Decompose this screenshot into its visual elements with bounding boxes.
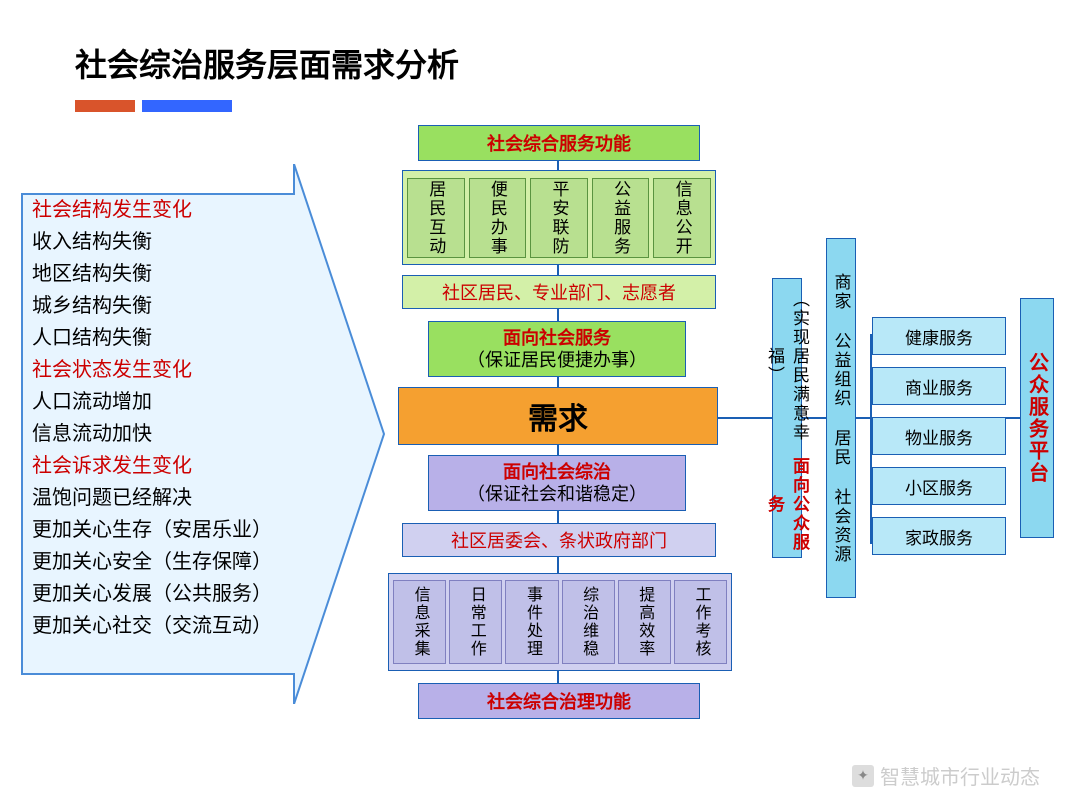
bottom-row-cell: 综治维稳 (562, 580, 615, 664)
pub-serv-l1: 面向公众服务 (762, 453, 812, 557)
bottom-row-cell: 提高效率 (618, 580, 671, 664)
bottom-row: 信息采集日常工作事件处理综治维稳提高效率工作考核 (388, 573, 732, 671)
platform-text: 公众服务平台 (1023, 352, 1052, 484)
accent-bar-blue (142, 100, 232, 112)
footer-text: 智慧城市行业动态 (880, 761, 1040, 790)
service-l2: （保证居民便捷办事） (467, 349, 647, 371)
govern-box: 面向社会综治 （保证社会和谐稳定） (428, 455, 686, 511)
top-row-cell: 信息公开 (653, 178, 711, 258)
center-text: 需求 (528, 394, 588, 438)
bottom-row-cell: 工作考核 (674, 580, 727, 664)
list-item: 人口流动增加 (32, 386, 350, 418)
service-box: 面向社会服务 （保证居民便捷办事） (428, 321, 686, 377)
bottom-row-cell: 信息采集 (393, 580, 446, 664)
actors-bottom-text: 社区居委会、条状政府部门 (451, 527, 667, 553)
list-item: 人口结构失衡 (32, 322, 350, 354)
top-row-cell: 便民办事 (469, 178, 527, 258)
bottom-title-text: 社会综合治理功能 (487, 688, 631, 714)
right-service-item: 小区服务 (872, 467, 1006, 505)
list-item: 温饱问题已经解决 (32, 482, 350, 514)
right-service-item: 家政服务 (872, 517, 1006, 555)
right-service-item: 健康服务 (872, 317, 1006, 355)
top-row-cell: 居民互动 (407, 178, 465, 258)
list-item: 更加关心生存（安居乐业） (32, 514, 350, 546)
list-item: 社会状态发生变化 (32, 354, 350, 386)
top-title-box: 社会综合服务功能 (418, 125, 700, 161)
list-item: 收入结构失衡 (32, 226, 350, 258)
govern-l2: （保证社会和谐稳定） (467, 483, 647, 505)
top-row: 居民互动便民办事平安联防公益服务信息公开 (402, 170, 716, 265)
top-row-cell: 平安联防 (530, 178, 588, 258)
govern-l1: 面向社会综治 (467, 461, 647, 483)
list-item: 社会诉求发生变化 (32, 450, 350, 482)
right-service-item: 物业服务 (872, 417, 1006, 455)
pub-serv-l2: （实现居民满意幸福） (762, 279, 812, 453)
list-item: 更加关心安全（生存保障） (32, 546, 350, 578)
watermark-footer: ✦ 智慧城市行业动态 (852, 761, 1040, 790)
actors-top-text: 社区居民、专业部门、志愿者 (442, 279, 676, 305)
right-service-item: 商业服务 (872, 367, 1006, 405)
right-service-list: 健康服务商业服务物业服务小区服务家政服务 (872, 317, 1006, 555)
list-item: 更加关心发展（公共服务） (32, 578, 350, 610)
page-title: 社会综治服务层面需求分析 (75, 40, 459, 86)
list-item: 社会结构发生变化 (32, 194, 350, 226)
bottom-row-cell: 日常工作 (449, 580, 502, 664)
list-item: 地区结构失衡 (32, 258, 350, 290)
wechat-icon: ✦ (852, 765, 874, 787)
resources-text: 商家 公益组织 居民 社会资源 (829, 273, 854, 564)
list-item: 城乡结构失衡 (32, 290, 350, 322)
public-service-vbox: （实现居民满意幸福） 面向公众服务 (772, 278, 802, 558)
center-box: 需求 (398, 387, 718, 445)
connector-right-4 (1004, 417, 1020, 419)
bottom-row-cell: 事件处理 (505, 580, 558, 664)
resources-vbox: 商家 公益组织 居民 社会资源 (826, 238, 856, 598)
top-title-text: 社会综合服务功能 (487, 130, 631, 156)
actors-bottom-box: 社区居委会、条状政府部门 (402, 523, 716, 557)
list-item: 信息流动加快 (32, 418, 350, 450)
bottom-title-box: 社会综合治理功能 (418, 683, 700, 719)
actors-top-box: 社区居民、专业部门、志愿者 (402, 275, 716, 309)
diagram-area: 社会综合服务功能 居民互动便民办事平安联防公益服务信息公开 社区居民、专业部门、… (384, 125, 1064, 785)
accent-bar-orange (75, 100, 135, 112)
top-row-cell: 公益服务 (592, 178, 650, 258)
left-text-panel: 社会结构发生变化收入结构失衡地区结构失衡城乡结构失衡人口结构失衡社会状态发生变化… (20, 194, 350, 642)
platform-vbox: 公众服务平台 (1020, 298, 1054, 538)
list-item: 更加关心社交（交流互动） (32, 610, 350, 642)
service-l1: 面向社会服务 (467, 327, 647, 349)
